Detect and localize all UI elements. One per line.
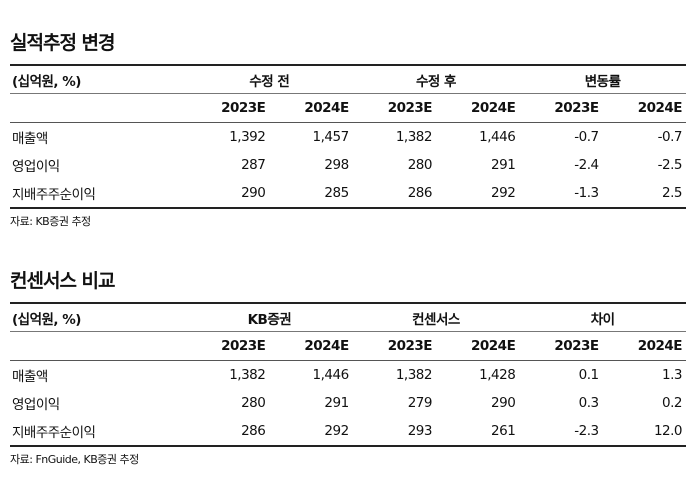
table-cell: 285 <box>269 179 353 209</box>
table-cell: 0.3 <box>578 395 599 411</box>
group-header: 컨센서스 <box>352 302 520 332</box>
table-cell: 286 <box>352 179 436 209</box>
year-header: 2024E <box>269 331 353 361</box>
table-cell: 292 <box>435 179 520 209</box>
source-note: 자료: FnGuide, KB증권 추정 <box>10 453 139 466</box>
table-row: 영업이익 287 298 280 291 -2.4 -2.5 <box>10 151 686 179</box>
table-cell: -0.7 <box>657 129 683 145</box>
table-cell: 290 <box>186 179 270 209</box>
group-header: KB증권 <box>186 302 353 332</box>
table-cell: 1,392 <box>229 129 266 145</box>
unit-label: (십억원, %) <box>10 64 187 94</box>
table-row: 지배주주순이익 286 292 293 261 -2.3 12.0 <box>10 417 686 447</box>
estimate-revision-table: (십억원, %) 수정 전 수정 후 변동률 2023E 2024E 2023E… <box>10 64 686 209</box>
year-header: 2023E <box>186 93 270 123</box>
table-cell: 298 <box>324 157 349 173</box>
table-cell: 0.1 <box>578 367 599 383</box>
table-row: 매출액 1,392 1,457 1,382 1,446 -0.7 -0.7 <box>10 123 686 152</box>
row-label: 매출액 <box>12 131 48 147</box>
table-cell: 291 <box>324 395 349 411</box>
row-label: 매출액 <box>12 369 48 385</box>
table-cell: 287 <box>241 157 266 173</box>
table-cell: -2.3 <box>519 417 603 447</box>
table-cell: 292 <box>269 417 353 447</box>
table-cell: -2.4 <box>574 157 599 173</box>
year-header: 2024E <box>269 93 353 123</box>
table-cell: -1.3 <box>519 179 603 209</box>
table-cell: 280 <box>407 157 433 173</box>
year-header: 2023E <box>352 331 436 361</box>
year-header: 2024E <box>602 331 686 361</box>
table-cell: 2.5 <box>602 179 686 209</box>
table-cell: 1.3 <box>662 367 682 383</box>
table-cell: 1,428 <box>479 367 516 383</box>
table-cell: 1,382 <box>229 367 266 383</box>
year-header: 2024E <box>602 93 686 123</box>
year-header: 2023E <box>519 331 603 361</box>
table-row: 지배주주순이익 290 285 286 292 -1.3 2.5 <box>10 179 686 209</box>
table-cell: 290 <box>491 395 516 411</box>
year-header-row: 2023E 2024E 2023E 2024E 2023E 2024E <box>10 93 686 123</box>
group-header: 차이 <box>519 302 686 332</box>
table-cell: -2.5 <box>657 157 683 173</box>
year-header: 2023E <box>352 93 436 123</box>
year-header: 2024E <box>435 93 520 123</box>
section-title: 실적추정 변경 <box>10 32 116 54</box>
table-cell: 291 <box>491 157 516 173</box>
year-header: 2023E <box>186 331 270 361</box>
row-label: 영업이익 <box>12 159 60 175</box>
group-header-row: (십억원, %) KB증권 컨센서스 차이 <box>10 302 686 332</box>
group-header: 수정 전 <box>186 64 353 94</box>
year-header-row: 2023E 2024E 2023E 2024E 2023E 2024E <box>10 331 686 361</box>
table-cell: 1,457 <box>312 129 350 145</box>
consensus-comparison-table: (십억원, %) KB증권 컨센서스 차이 2023E 2024E 2023E … <box>10 302 686 447</box>
table-cell: 261 <box>435 417 520 447</box>
table-row: 매출액 1,382 1,446 1,382 1,428 0.1 1.3 <box>10 361 686 390</box>
table-cell: 1,382 <box>395 367 433 383</box>
table-cell: 280 <box>241 395 266 411</box>
table-cell: 0.2 <box>662 395 682 411</box>
table-cell: 293 <box>352 417 436 447</box>
table-cell: 286 <box>186 417 270 447</box>
group-header: 변동률 <box>519 64 686 94</box>
table-cell: 279 <box>407 395 433 411</box>
table-cell: 1,446 <box>312 367 350 383</box>
consensus-comparison-section: 컨센서스 비교 (십억원, %) KB증권 컨센서스 차이 2023E 2024… <box>10 268 686 468</box>
table-cell: -0.7 <box>574 129 599 145</box>
group-header: 수정 후 <box>352 64 520 94</box>
row-label: 영업이익 <box>12 397 60 413</box>
table-row: 영업이익 280 291 279 290 0.3 0.2 <box>10 389 686 417</box>
row-label: 지배주주순이익 <box>10 417 187 447</box>
row-label: 지배주주순이익 <box>10 179 187 209</box>
unit-label: (십억원, %) <box>10 302 187 332</box>
estimate-revision-section: 실적추정 변경 (십억원, %) 수정 전 수정 후 변동률 2023E 202… <box>10 30 686 230</box>
table-cell: 12.0 <box>602 417 686 447</box>
year-header: 2023E <box>519 93 603 123</box>
year-header: 2024E <box>435 331 520 361</box>
table-cell: 1,382 <box>395 129 433 145</box>
section-title: 컨센서스 비교 <box>10 270 116 292</box>
table-cell: 1,446 <box>479 129 516 145</box>
group-header-row: (십억원, %) 수정 전 수정 후 변동률 <box>10 64 686 94</box>
source-note: 자료: KB증권 추정 <box>10 215 91 228</box>
